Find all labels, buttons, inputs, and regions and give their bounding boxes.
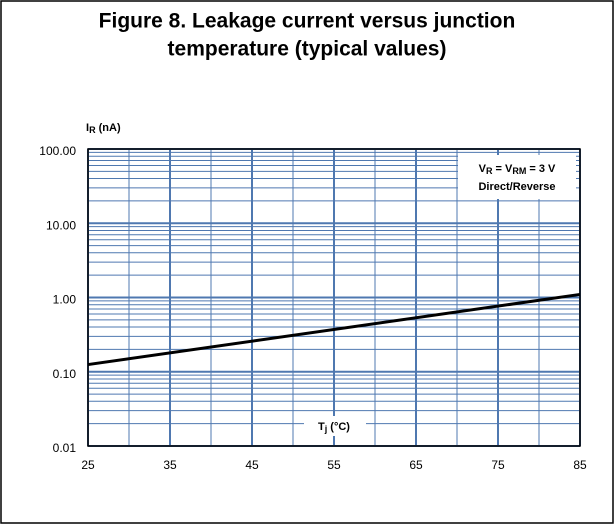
label-part: R [89,125,96,135]
x-tick-label: 55 [327,458,341,472]
y-tick-label: 100.00 [39,144,76,158]
annotation: Direct/Reverse [478,181,555,193]
y-tick-label: 10.00 [46,218,76,232]
label-part: (nA) [96,122,121,134]
label-part: j [324,424,328,434]
x-label-box [304,416,366,436]
y-tick-label: 0.10 [53,367,77,381]
annotation-part: RM [512,166,526,176]
chart-title: Figure 8. Leakage current versus junctio… [99,10,516,33]
x-tick-label: 85 [573,458,587,472]
x-axis-label: Tj (°C) [318,421,350,434]
plot [87,148,581,447]
y-tick-label: 1.00 [53,293,77,307]
annotation-part: R [486,166,493,176]
x-tick-label: 75 [491,458,505,472]
y-axis-label: IR (nA) [86,122,121,135]
annotation-part: = V [492,163,513,175]
annotation-part: Direct/Reverse [478,181,555,193]
label-part: I [86,122,89,134]
annotation: VR = VRM = 3 V [479,163,556,176]
annotation-part: V [479,163,487,175]
data-line [87,292,581,367]
x-tick-label: 65 [409,458,423,472]
label-part: (°C) [327,421,350,433]
x-tick-label: 35 [163,458,177,472]
x-tick-label: 45 [245,458,259,472]
label-part: T [318,421,325,433]
annotation-part: = 3 V [526,163,556,175]
y-tick-label: 0.01 [53,441,77,455]
chart-title: temperature (typical values) [168,38,447,61]
plot-frame [87,148,581,447]
x-tick-label: 25 [81,458,95,472]
annotation-box [458,155,576,199]
